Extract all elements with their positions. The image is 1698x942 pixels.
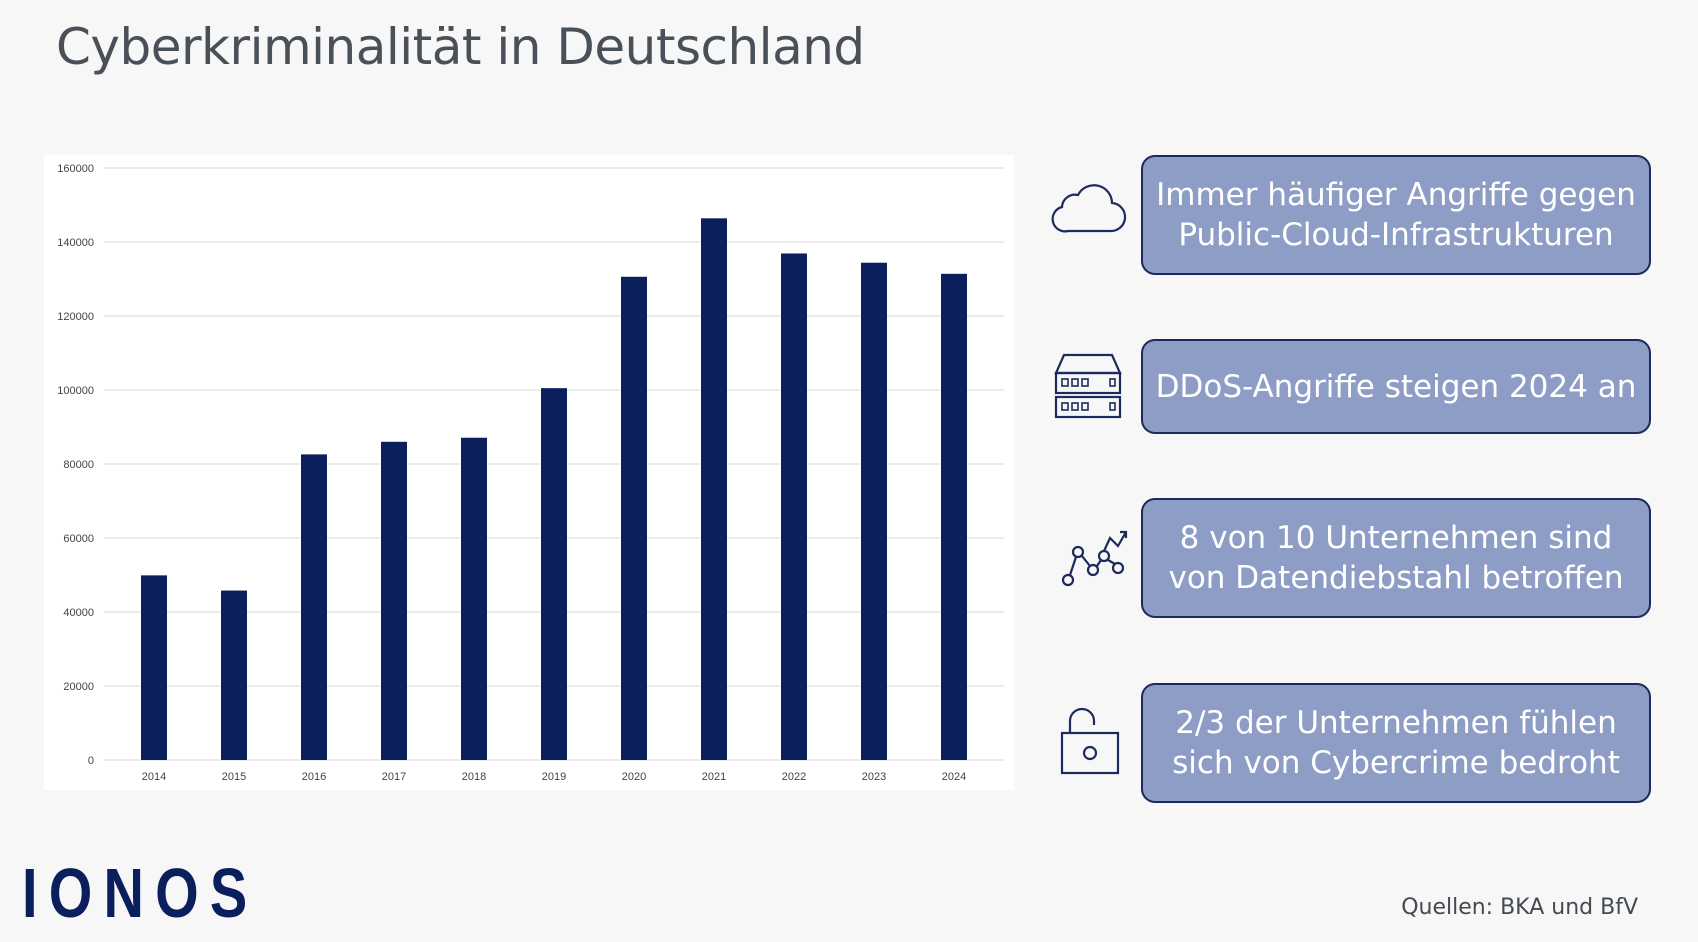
x-tick-label: 2014 — [142, 771, 166, 783]
info-item-cloud: Immer häufiger Angriffe gegen Public-Clo… — [1048, 155, 1658, 275]
y-tick-label: 120000 — [57, 311, 94, 323]
x-tick-label: 2024 — [942, 771, 966, 783]
x-tick-label: 2018 — [462, 771, 486, 783]
y-tick-label: 140000 — [57, 237, 94, 249]
trend-chart-icon — [1048, 518, 1128, 588]
bar — [221, 590, 247, 760]
info-item-ddos: DDoS-Angriffe steigen 2024 an — [1048, 339, 1658, 434]
y-tick-label: 40000 — [63, 607, 94, 619]
bar — [141, 575, 167, 760]
x-tick-label: 2015 — [222, 771, 246, 783]
y-tick-label: 0 — [88, 755, 94, 767]
info-item-threat: 2/3 der Unternehmen fühlen sich von Cybe… — [1048, 683, 1658, 803]
info-item-data-theft: 8 von 10 Unternehmen sind von Datendiebs… — [1048, 498, 1658, 618]
bar — [861, 262, 887, 760]
info-box-cloud: Immer häufiger Angriffe gegen Public-Clo… — [1141, 155, 1651, 275]
cloud-icon — [1048, 177, 1128, 237]
x-tick-label: 2020 — [622, 771, 646, 783]
page-title: Cyberkriminalität in Deutschland — [56, 18, 865, 76]
bar — [941, 273, 967, 760]
y-tick-label: 20000 — [63, 681, 94, 693]
info-text-threat: 2/3 der Unternehmen fühlen sich von Cybe… — [1172, 705, 1620, 781]
y-tick-label: 60000 — [63, 533, 94, 545]
y-tick-label: 160000 — [57, 163, 94, 175]
bar-chart: 0 20000 40000 60000 80000 100000 120000 140000 1… — [44, 155, 1014, 790]
bar — [541, 388, 567, 760]
y-tick-label: 80000 — [63, 459, 94, 471]
ionos-logo: IONOS — [22, 854, 259, 932]
server-icon — [1048, 351, 1128, 423]
info-box-ddos: DDoS-Angriffe steigen 2024 an — [1141, 339, 1651, 434]
source-note: Quellen: BKA und BfV — [1401, 895, 1638, 920]
x-tick-label: 2016 — [302, 771, 326, 783]
x-tick-label: 2021 — [702, 771, 726, 783]
bar — [461, 437, 487, 760]
bar — [781, 253, 807, 760]
x-tick-label: 2019 — [542, 771, 566, 783]
info-text-data-theft: 8 von 10 Unternehmen sind von Datendiebs… — [1168, 520, 1624, 596]
x-tick-label: 2022 — [782, 771, 806, 783]
bar — [701, 218, 727, 760]
info-text-cloud: Immer häufiger Angriffe gegen Public-Clo… — [1156, 177, 1636, 253]
bar — [301, 454, 327, 760]
chart-svg: 0 20000 40000 60000 80000 100000 120000 140000 1… — [57, 163, 1004, 783]
info-text-ddos: DDoS-Angriffe steigen 2024 an — [1155, 368, 1637, 405]
bar — [381, 441, 407, 760]
y-tick-label: 100000 — [57, 385, 94, 397]
bar — [621, 276, 647, 760]
x-tick-label: 2023 — [862, 771, 886, 783]
info-box-data-theft: 8 von 10 Unternehmen sind von Datendiebs… — [1141, 498, 1651, 618]
x-tick-label: 2017 — [382, 771, 406, 783]
unlocked-padlock-icon — [1048, 703, 1128, 779]
info-box-threat: 2/3 der Unternehmen fühlen sich von Cybe… — [1141, 683, 1651, 803]
